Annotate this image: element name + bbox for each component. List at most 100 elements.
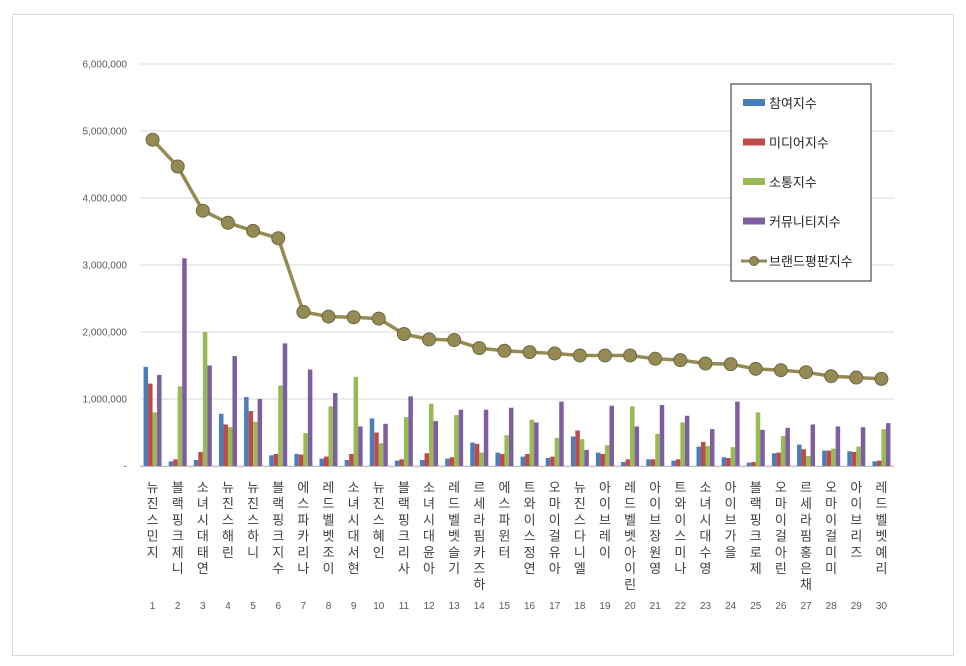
bar-소통지수 bbox=[806, 455, 811, 466]
bar-소통지수 bbox=[202, 332, 208, 466]
bar-참여지수 bbox=[847, 451, 852, 466]
bar-소통지수 bbox=[353, 376, 359, 466]
legend-marker bbox=[749, 256, 759, 266]
bar-미디어지수 bbox=[801, 449, 807, 466]
x-axis: 뉴 진 스 민 지 1 블 랙 핑 크 제 니 2 소 녀 시 대 태 연 3 뉴 진 스 해 린 4 뉴 진 스 하 니 5 블 랙 핑 크 지 수 6 에… bbox=[140, 466, 894, 612]
x-rank-label: 29 bbox=[851, 601, 863, 612]
line-point bbox=[522, 345, 537, 360]
bar-참여지수 bbox=[746, 462, 752, 466]
x-rank-label: 12 bbox=[423, 601, 435, 612]
bar-커뮤니티지수 bbox=[810, 424, 816, 466]
bar-커뮤니티지수 bbox=[785, 427, 790, 466]
bar-참여지수 bbox=[193, 459, 199, 466]
bar-커뮤니티지수 bbox=[483, 409, 489, 466]
bar-소통지수 bbox=[303, 433, 308, 466]
y-tick-label: 1,000,000 bbox=[83, 395, 128, 406]
x-rank-label: 7 bbox=[301, 601, 307, 612]
bar-소통지수 bbox=[604, 445, 610, 466]
x-rank-label: 13 bbox=[449, 601, 461, 612]
bar-소통지수 bbox=[227, 427, 233, 466]
bar-미디어지수 bbox=[399, 459, 404, 466]
line-point bbox=[170, 159, 185, 174]
line-point bbox=[195, 203, 210, 218]
bar-커뮤니티지수 bbox=[232, 356, 237, 466]
bar-소통지수 bbox=[403, 417, 409, 466]
bar-참여지수 bbox=[369, 418, 375, 466]
x-rank-label: 30 bbox=[876, 601, 888, 612]
x-rank-label: 28 bbox=[826, 601, 838, 612]
line-point bbox=[145, 132, 160, 147]
bar-미디어지수 bbox=[298, 454, 304, 466]
bar-소통지수 bbox=[730, 447, 736, 466]
bar-참여지수 bbox=[244, 396, 249, 466]
bar-소통지수 bbox=[429, 403, 434, 466]
x-rank-label: 17 bbox=[549, 601, 561, 612]
y-axis: - 1,000,000 2,000,000 3,000,000 4,000,000 5,0… bbox=[83, 60, 128, 473]
bar-커뮤니티지수 bbox=[559, 401, 564, 466]
bar-미디어지수 bbox=[424, 453, 430, 466]
bar-미디어지수 bbox=[575, 430, 580, 466]
line-point bbox=[447, 333, 462, 348]
x-rank-label: 26 bbox=[775, 601, 787, 612]
bar-소통지수 bbox=[554, 437, 560, 466]
bar-소통지수 bbox=[479, 452, 484, 466]
bar-커뮤니티지수 bbox=[458, 409, 464, 466]
bar-소통지수 bbox=[705, 445, 710, 466]
x-rank-label: 14 bbox=[474, 601, 486, 612]
x-rank-label: 16 bbox=[524, 601, 536, 612]
y-tick-label: 5,000,000 bbox=[83, 127, 128, 138]
bar-참여지수 bbox=[696, 446, 701, 466]
y-tick-label: - bbox=[124, 462, 127, 473]
bar-참여지수 bbox=[495, 452, 500, 466]
line-point bbox=[422, 332, 437, 347]
chart-frame bbox=[12, 14, 954, 656]
bar-참여지수 bbox=[445, 458, 450, 466]
bar-미디어지수 bbox=[349, 453, 354, 466]
x-rank-label: 8 bbox=[326, 601, 332, 612]
bar-미디어지수 bbox=[525, 453, 530, 466]
legend-label: 커뮤니티지수 bbox=[769, 216, 841, 231]
bar-미디어지수 bbox=[550, 456, 555, 466]
x-rank-label: 20 bbox=[625, 601, 637, 612]
bar-커뮤니티지수 bbox=[760, 429, 765, 466]
bar-커뮤니티지수 bbox=[710, 429, 715, 466]
bar-미디어지수 bbox=[776, 452, 781, 466]
bar-미디어지수 bbox=[273, 453, 279, 466]
bar-소통지수 bbox=[278, 385, 283, 466]
bar-커뮤니티지수 bbox=[433, 421, 439, 466]
legend-label: 소통지수 bbox=[769, 176, 817, 191]
legend-swatch bbox=[743, 217, 765, 225]
line-point bbox=[346, 310, 361, 325]
line-point bbox=[296, 304, 311, 319]
bar-소통지수 bbox=[177, 386, 183, 466]
bar-커뮤니티지수 bbox=[735, 401, 740, 466]
bar-커뮤니티지수 bbox=[835, 426, 841, 466]
bar-커뮤니티지수 bbox=[659, 405, 665, 466]
bar-참여지수 bbox=[420, 459, 425, 466]
bar-미디어지수 bbox=[374, 432, 379, 466]
bar-소통지수 bbox=[780, 435, 786, 466]
bar-참여지수 bbox=[344, 459, 350, 466]
x-rank-label: 4 bbox=[225, 601, 231, 612]
line-point bbox=[698, 356, 713, 371]
bar-커뮤니티지수 bbox=[634, 426, 640, 466]
bar-미디어지수 bbox=[449, 457, 455, 466]
bar-커뮤니티지수 bbox=[257, 399, 263, 466]
bar-커뮤니티지수 bbox=[684, 415, 690, 466]
x-rank-label: 3 bbox=[200, 601, 206, 612]
line-point bbox=[773, 363, 788, 378]
bar-커뮤니티지수 bbox=[182, 258, 187, 466]
